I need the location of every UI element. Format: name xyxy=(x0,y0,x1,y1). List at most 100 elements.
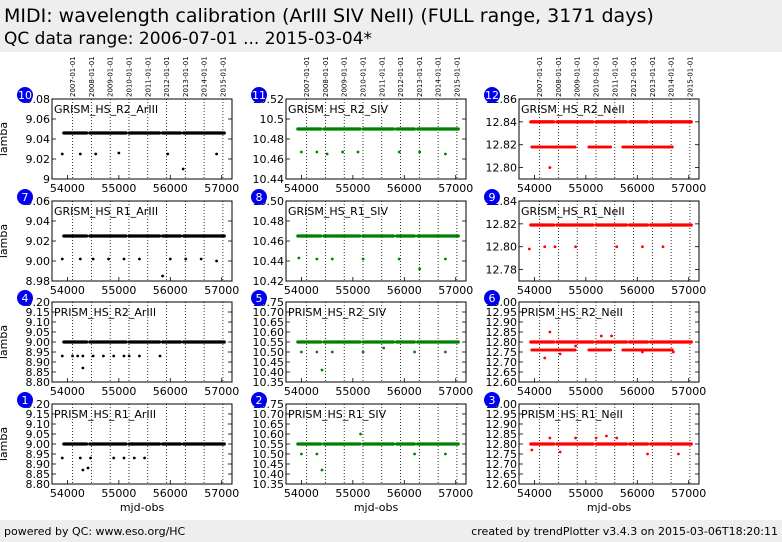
x-tick-label: 54000 xyxy=(284,487,319,500)
y-tick-label: 12.85 xyxy=(486,326,518,339)
data-point xyxy=(591,442,595,446)
panel-title: PRISM_HS_R2_NeII xyxy=(521,306,623,319)
data-point xyxy=(124,442,128,446)
y-tick-label: 10.70 xyxy=(253,408,285,421)
x-tick-label: 54000 xyxy=(517,487,552,500)
chart-panel-3: 12.6012.6512.7012.7512.8012.8512.9012.95… xyxy=(484,392,706,514)
outlier-point xyxy=(71,354,74,358)
y-tick-label: 10.65 xyxy=(253,316,285,329)
outlier-point xyxy=(122,354,126,358)
panel-number: 11 xyxy=(252,89,266,102)
x-tick-label: 57000 xyxy=(204,487,239,500)
data-point xyxy=(124,340,128,344)
y-tick-label: 12.75 xyxy=(486,448,518,461)
outlier-point xyxy=(132,456,136,460)
y-tick-label: 9.06 xyxy=(26,113,51,126)
y-tick-label: 12.82 xyxy=(486,139,518,152)
y-tick-label: 10.65 xyxy=(253,418,285,431)
data-point xyxy=(157,442,162,446)
x-tick-label: 55000 xyxy=(101,385,136,398)
date-tick-label: 2009-01-01 xyxy=(341,56,349,97)
outlier-point xyxy=(538,145,541,149)
data-point xyxy=(124,234,128,238)
outlier-point xyxy=(78,257,82,261)
outlier-point xyxy=(60,354,64,358)
y-tick-label: 12.65 xyxy=(486,366,518,379)
y-tick-label: 10.55 xyxy=(253,438,285,451)
panel-title: GRISM_HS_R1_SIV xyxy=(288,205,389,218)
panel-number-badge xyxy=(17,189,33,205)
data-point xyxy=(552,120,556,124)
outlier-point xyxy=(418,150,422,154)
outlier-point xyxy=(138,354,141,358)
date-tick-label: 2012-01-01 xyxy=(630,56,638,97)
outlier-point xyxy=(558,352,562,356)
panel-number: 7 xyxy=(22,191,29,204)
data-point xyxy=(689,442,693,446)
x-tick-label: 55000 xyxy=(568,385,603,398)
x-tick-label: 54000 xyxy=(517,182,552,195)
x-axis-label: mjd-obs xyxy=(354,501,399,514)
outlier-point xyxy=(615,436,619,440)
date-tick-label: 2009-01-01 xyxy=(107,56,115,97)
outlier-point xyxy=(605,434,608,438)
data-point xyxy=(624,442,629,446)
x-tick-label: 56000 xyxy=(620,284,655,297)
data-point xyxy=(319,340,323,344)
panel-number: 4 xyxy=(22,292,29,305)
x-tick-label: 55000 xyxy=(335,487,370,500)
data-point xyxy=(456,442,460,446)
page-title: MIDI: wavelength calibration (ArIII SIV … xyxy=(4,5,654,27)
outlier-point xyxy=(315,150,319,154)
y-tick-label: 9.02 xyxy=(26,235,51,248)
y-tick-label: 12.95 xyxy=(486,408,518,421)
date-tick-label: 2007-01-01 xyxy=(536,56,544,97)
data-point xyxy=(456,127,460,131)
data-point xyxy=(552,223,556,227)
x-tick-label: 55000 xyxy=(568,284,603,297)
y-axis-label: lamba xyxy=(0,122,10,156)
outlier-point xyxy=(315,350,319,354)
y-tick-label: 9 xyxy=(43,173,50,186)
outlier-point xyxy=(574,245,577,249)
outlier-point xyxy=(300,452,303,456)
data-point xyxy=(412,340,417,344)
y-tick-label: 8.80 xyxy=(26,478,51,491)
x-tick-label: 57000 xyxy=(438,284,473,297)
outlier-point xyxy=(341,150,344,154)
panel-number-badge xyxy=(484,87,500,103)
x-tick-label: 54000 xyxy=(517,284,552,297)
plot-frame xyxy=(518,98,700,180)
y-axis-label: lamba xyxy=(0,427,10,461)
y-tick-label: 9.04 xyxy=(26,215,51,228)
data-point xyxy=(85,131,89,135)
y-tick-label: 10.45 xyxy=(253,458,285,471)
date-tick-label: 2012-01-01 xyxy=(163,56,171,97)
panel-number-badge xyxy=(17,290,33,306)
y-tick-label: 10.60 xyxy=(253,428,285,441)
x-tick-label: 56000 xyxy=(153,385,188,398)
data-point xyxy=(358,234,362,238)
outlier-point xyxy=(199,257,203,261)
data-point xyxy=(689,340,693,344)
outlier-point xyxy=(300,150,303,154)
y-tick-label: 12.80 xyxy=(486,438,518,451)
data-point xyxy=(645,442,650,446)
y-tick-label: 8.90 xyxy=(26,356,51,369)
outlier-point xyxy=(610,334,613,338)
data-point xyxy=(591,223,595,227)
outlier-point xyxy=(143,456,146,460)
page-subtitle: QC data range: 2006-07-01 ... 2015-03-04… xyxy=(4,29,373,49)
chart-panel-5: 10.3510.4010.4510.5010.5510.6010.6510.70… xyxy=(251,290,473,398)
outlier-point xyxy=(330,257,334,261)
outlier-point xyxy=(418,267,422,271)
outlier-point xyxy=(81,366,85,370)
date-tick-label: 2007-01-01 xyxy=(69,56,77,97)
y-tick-label: 9.10 xyxy=(26,316,51,329)
x-axis-label: mjd-obs xyxy=(587,501,632,514)
outlier-point xyxy=(122,456,126,460)
panel-number: 2 xyxy=(256,394,263,407)
y-axis-label: lamba xyxy=(0,224,10,258)
x-tick-label: 56000 xyxy=(387,385,422,398)
